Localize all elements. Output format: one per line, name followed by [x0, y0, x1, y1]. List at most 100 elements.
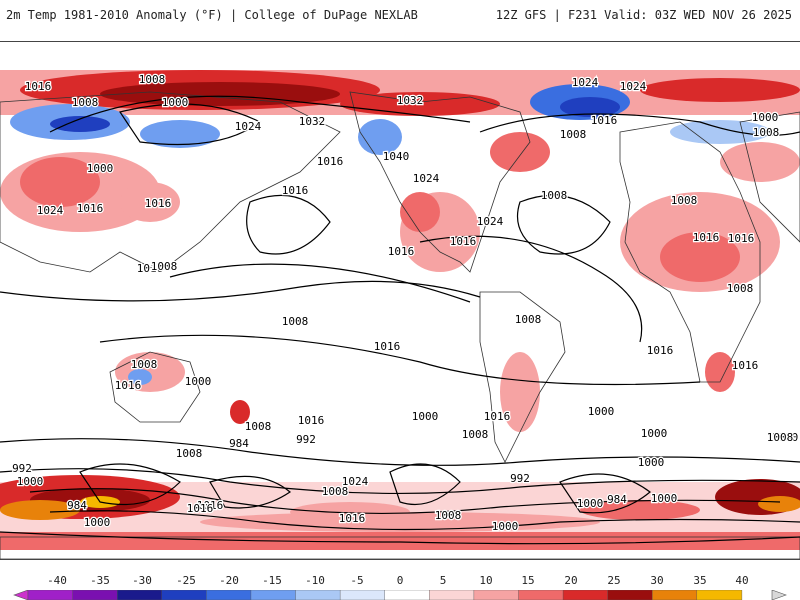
colorbar-tick-label: 5 — [439, 574, 447, 587]
colorbar-high-arrow — [771, 590, 787, 600]
colorbar-tick-label: 10 — [479, 574, 493, 587]
isobar-label: 1008 — [541, 189, 568, 202]
isobar-label: 1000 — [412, 410, 439, 423]
isobar — [99, 334, 701, 386]
land-outline — [0, 91, 341, 273]
colorbar-swatch — [607, 590, 653, 600]
isobar-label: 1016 — [77, 202, 104, 215]
isobar-label: 1008 — [72, 96, 99, 109]
isobar-label: 1008 — [139, 73, 166, 86]
isobar-label: 1016 — [732, 359, 759, 372]
anomaly-region — [120, 182, 180, 222]
isobar — [0, 280, 481, 302]
colorbar-swatch — [116, 590, 163, 600]
colorbar-tick-label: 30 — [650, 574, 664, 587]
isobar-label: 1008 — [322, 485, 349, 498]
anomaly-region — [720, 142, 800, 182]
isobar-label: 1016 — [591, 114, 618, 127]
colorbar-swatch — [72, 590, 118, 600]
colorbar-swatch — [206, 590, 252, 600]
isobar-label: 1000 — [772, 431, 799, 444]
anomaly-region — [50, 116, 110, 132]
isobar-label: 1000 — [577, 497, 604, 510]
isobar-label: 1000 — [588, 405, 615, 418]
colorbar-swatch — [429, 590, 475, 600]
anomaly-region — [560, 97, 620, 117]
anomaly-shading — [0, 70, 800, 550]
anomaly-region — [140, 120, 220, 148]
isobar-label: 1016 — [25, 80, 52, 93]
isobar-label: 1000 — [84, 516, 111, 529]
anomaly-region — [490, 132, 550, 172]
isobar-label: 1008 — [131, 358, 158, 371]
isobar-label: 992 — [12, 462, 32, 475]
colorbar-tick-label: -25 — [176, 574, 196, 587]
isobar-label: 992 — [296, 433, 316, 446]
isobar-label: 1016 — [187, 502, 214, 515]
map-title: 2m Temp 1981-2010 Anomaly (°F) | College… — [6, 8, 418, 22]
isobar — [209, 475, 292, 509]
colorbar-tick-label: 35 — [693, 574, 707, 587]
isobar-label: 1016 — [115, 379, 142, 392]
colorbar — [13, 590, 787, 600]
colorbar-swatch — [295, 590, 341, 600]
isobar-label: 1008 — [435, 509, 462, 522]
isobar-label: 1016 — [317, 155, 344, 168]
colorbar-tick-label: 25 — [607, 574, 621, 587]
isobar-label: 1024 — [37, 204, 64, 217]
isobar-label: 1024 — [477, 215, 504, 228]
isobar-label: 1000 — [87, 162, 114, 175]
colorbar-tick-label: 15 — [521, 574, 535, 587]
colorbar-low-arrow — [13, 590, 29, 600]
isobar — [79, 463, 181, 506]
colorbar-tick-label: -15 — [262, 574, 282, 587]
anomaly-region — [20, 157, 100, 207]
isobar-label: 1000 — [492, 520, 519, 533]
anomaly-region — [0, 500, 80, 520]
anomaly-region — [660, 232, 740, 282]
isobar-label: 1016 — [298, 414, 325, 427]
isobar-label: 1008 — [767, 431, 794, 444]
isobar-label: 1000 — [17, 475, 44, 488]
isobar — [0, 468, 800, 495]
anomaly-region — [705, 352, 735, 392]
isobar-label: 1008 — [753, 126, 780, 139]
model-run-title: 12Z GFS | F231 Valid: 03Z WED NOV 26 202… — [495, 8, 792, 22]
land-outline — [349, 91, 531, 273]
isobar-label: 1008 — [176, 447, 203, 460]
land-outline — [0, 536, 800, 559]
colorbar-tick-label: -35 — [90, 574, 110, 587]
isobar-contours — [0, 95, 800, 545]
isobar-label: 1008 — [560, 128, 587, 141]
isobar-label: 1040 — [383, 150, 410, 163]
isobar — [29, 488, 781, 515]
isobar-label: 1024 — [620, 80, 647, 93]
colorbar-tick-label: 40 — [735, 574, 749, 587]
land-outline — [619, 121, 761, 383]
isobar — [479, 113, 800, 136]
isobar-label: 984 — [67, 499, 87, 512]
isobar-label: 1016 — [484, 410, 511, 423]
isobar-label: 1000 — [651, 492, 678, 505]
isobar-label: 1000 — [752, 111, 779, 124]
isobar — [119, 103, 262, 146]
isobar-label: 1008 — [151, 260, 178, 273]
isobar-label: 1008 — [671, 194, 698, 207]
colorbar-swatch — [384, 590, 430, 600]
land-outlines — [0, 91, 800, 559]
isobar-label: 1008 — [282, 315, 309, 328]
colorbar-tick-label: 20 — [564, 574, 578, 587]
isobar-label: 1016 — [388, 245, 415, 258]
isobar-label: 1008 — [462, 428, 489, 441]
isobar — [559, 473, 651, 514]
isobar-label: 1016 — [145, 197, 172, 210]
colorbar-swatch — [652, 590, 698, 600]
colorbar-swatch — [518, 590, 564, 600]
isobar-label: 1008 — [245, 420, 272, 433]
isobar-label: 1000 — [185, 375, 212, 388]
land-outline — [479, 291, 566, 463]
land-outline — [739, 111, 800, 243]
isobar — [516, 194, 611, 255]
isobar-label: 1000 — [162, 96, 189, 109]
